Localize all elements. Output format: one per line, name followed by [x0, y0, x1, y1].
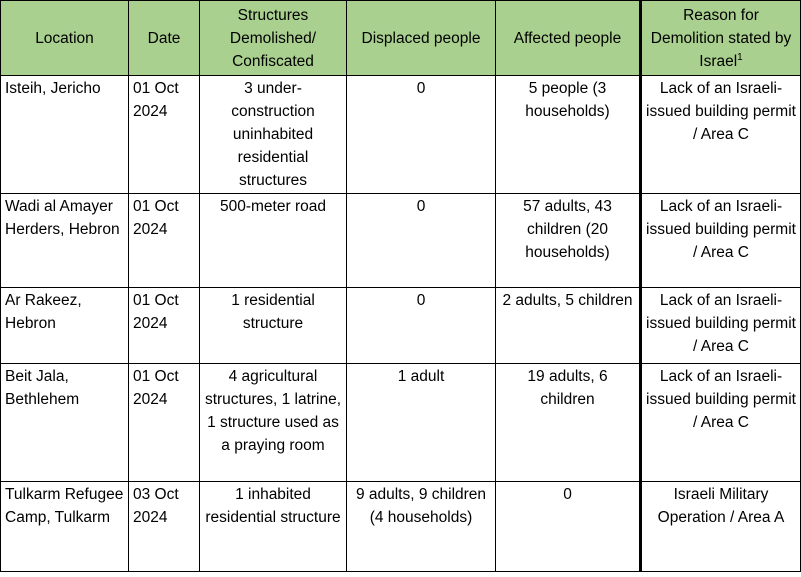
cell-structures: 1 residential structure — [199, 287, 347, 364]
cell-displaced: 0 — [346, 193, 496, 288]
cell-reason: Lack of an Israeli-issued building permi… — [639, 287, 801, 364]
table-row: Beit Jala, Bethlehem 01 Oct 2024 4 agric… — [0, 363, 801, 482]
cell-structures: 4 agricultural structures, 1 latrine, 1 … — [199, 363, 347, 482]
header-displaced: Displaced people — [346, 0, 496, 76]
cell-affected: 0 — [495, 481, 641, 572]
cell-displaced: 1 adult — [346, 363, 496, 482]
cell-location: Wadi al Amayer Herders, Hebron — [0, 193, 129, 288]
cell-date: 01 Oct 2024 — [128, 75, 200, 194]
cell-date: 03 Oct 2024 — [128, 481, 200, 572]
header-date: Date — [128, 0, 200, 76]
cell-affected: 19 adults, 6 children — [495, 363, 641, 482]
cell-affected: 2 adults, 5 children — [495, 287, 641, 364]
cell-affected: 57 adults, 43 children (20 households) — [495, 193, 641, 288]
cell-reason: Israeli Military Operation / Area A — [639, 481, 801, 572]
header-affected: Affected people — [495, 0, 641, 76]
table-row: Wadi al Amayer Herders, Hebron 01 Oct 20… — [0, 193, 801, 288]
cell-affected: 5 people (3 households) — [495, 75, 641, 194]
header-location: Location — [0, 0, 129, 76]
header-reason-text: Reason for Demolition stated by Israel — [650, 6, 792, 70]
footnote-marker: 1 — [737, 51, 743, 63]
cell-location: Tulkarm Refugee Camp, Tulkarm — [0, 481, 129, 572]
cell-location: Isteih, Jericho — [0, 75, 129, 194]
cell-displaced: 9 adults, 9 children (4 households) — [346, 481, 496, 572]
cell-structures: 3 under-construction uninhabited residen… — [199, 75, 347, 194]
cell-date: 01 Oct 2024 — [128, 363, 200, 482]
cell-reason: Lack of an Israeli-issued building permi… — [639, 193, 801, 288]
table-row: Tulkarm Refugee Camp, Tulkarm 03 Oct 202… — [0, 481, 801, 572]
cell-displaced: 0 — [346, 287, 496, 364]
cell-date: 01 Oct 2024 — [128, 193, 200, 288]
header-structures: Structures Demolished/ Confiscated — [199, 0, 347, 76]
cell-location: Beit Jala, Bethlehem — [0, 363, 129, 482]
header-row: Location Date Structures Demolished/ Con… — [0, 0, 801, 76]
cell-date: 01 Oct 2024 — [128, 287, 200, 364]
cell-reason: Lack of an Israeli-issued building permi… — [639, 363, 801, 482]
header-reason: Reason for Demolition stated by Israel1 — [639, 0, 801, 76]
table-row: Ar Rakeez, Hebron 01 Oct 2024 1 resident… — [0, 287, 801, 364]
cell-structures: 500-meter road — [199, 193, 347, 288]
cell-location: Ar Rakeez, Hebron — [0, 287, 129, 364]
cell-structures: 1 inhabited residential structure — [199, 481, 347, 572]
table-row: Isteih, Jericho 01 Oct 2024 3 under-cons… — [0, 75, 801, 194]
cell-displaced: 0 — [346, 75, 496, 194]
cell-reason: Lack of an Israeli-issued building permi… — [639, 75, 801, 194]
